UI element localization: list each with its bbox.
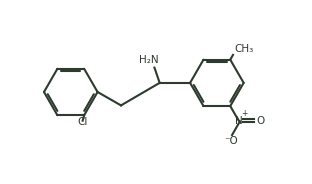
Text: N: N — [235, 116, 242, 125]
Text: ⁻O: ⁻O — [224, 136, 238, 146]
Text: +: + — [241, 109, 248, 118]
Text: Cl: Cl — [77, 117, 88, 127]
Text: H₂N: H₂N — [139, 55, 159, 65]
Text: O: O — [256, 116, 264, 125]
Text: CH₃: CH₃ — [235, 44, 254, 54]
